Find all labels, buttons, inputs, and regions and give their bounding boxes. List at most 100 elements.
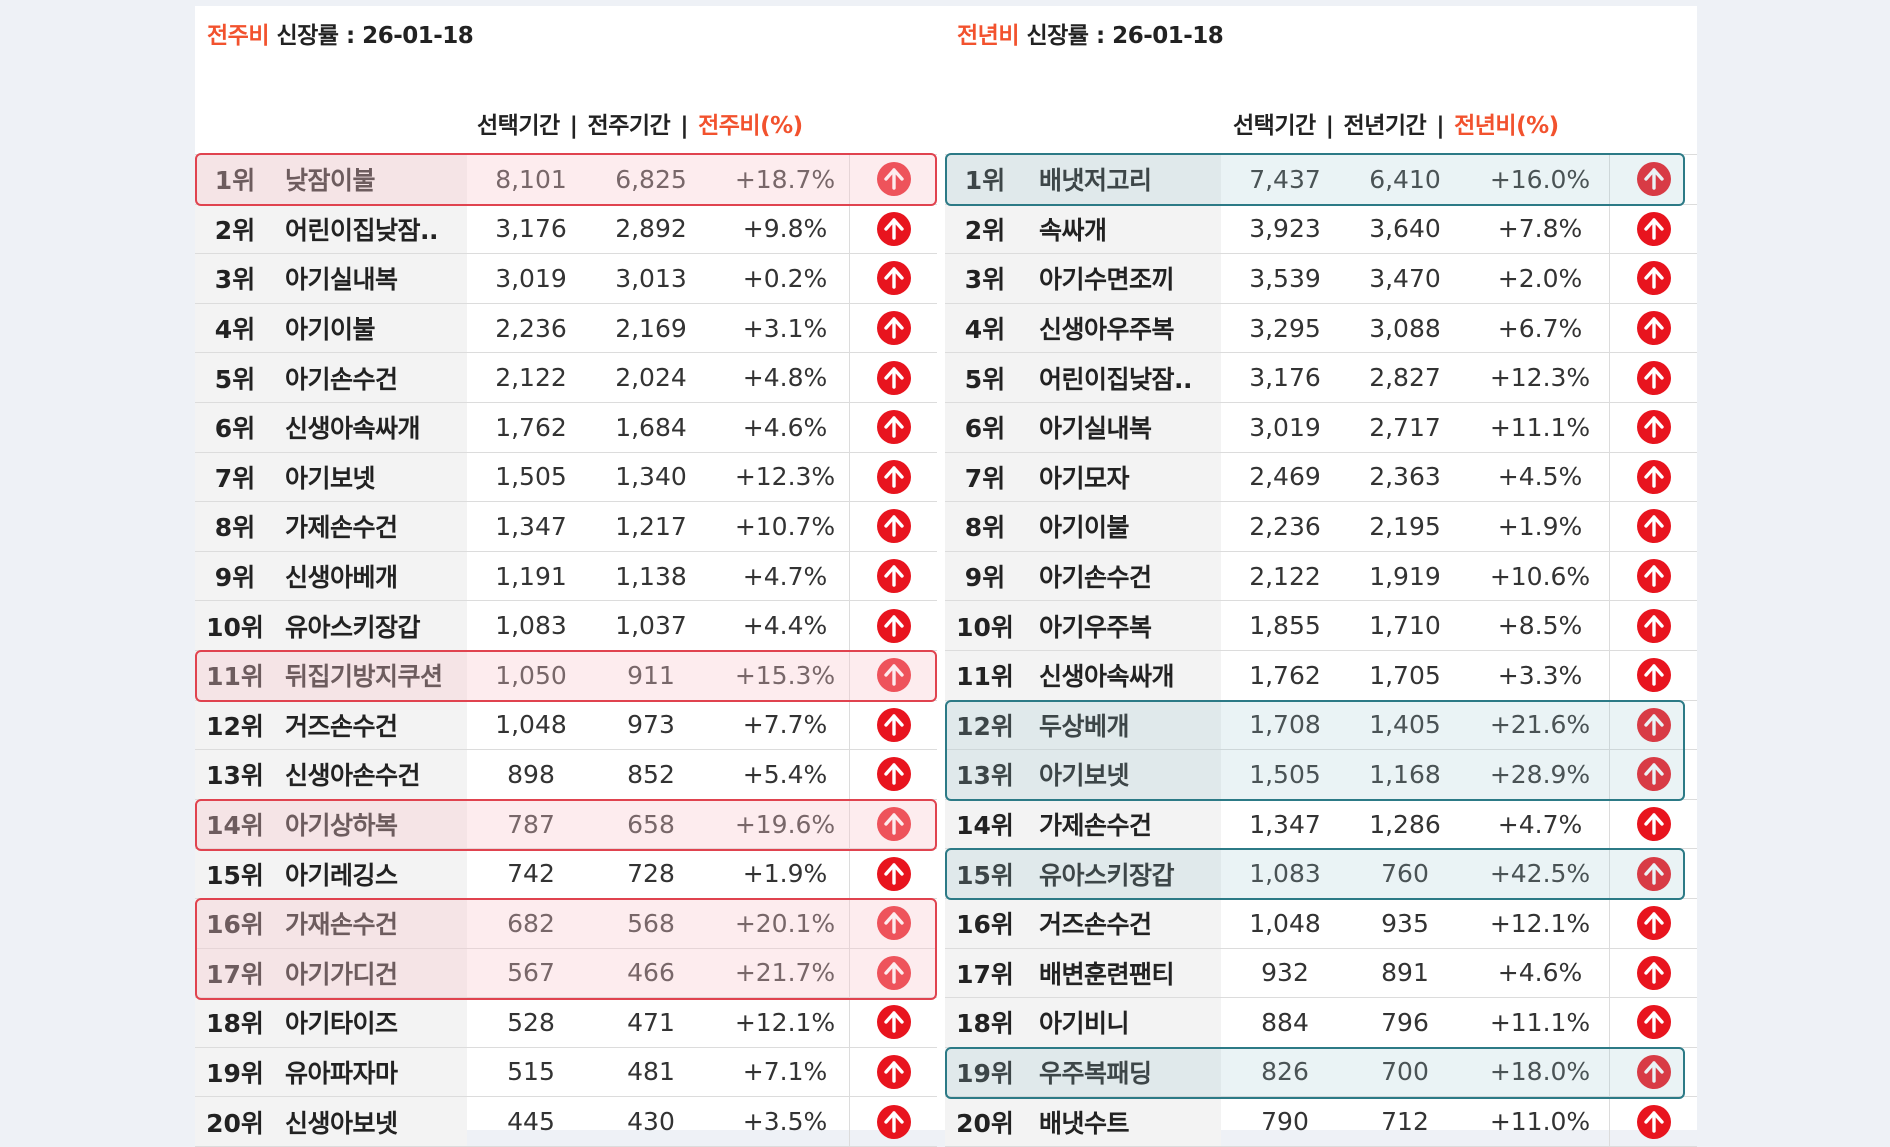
table-row[interactable]: 11위 신생아속싸개 1,762 1,705 +3.3% — [945, 650, 1697, 701]
table-row[interactable]: 19위 우주복패딩 826 700 +18.0% — [945, 1047, 1697, 1098]
table-row[interactable]: 10위 아기우주복 1,855 1,710 +8.5% — [945, 601, 1697, 651]
previous-period-value: 466 — [627, 958, 675, 988]
table-row[interactable]: 4위 신생아우주복 3,295 3,088 +6.7% — [945, 303, 1697, 354]
table-row[interactable]: 6위 아기실내복 3,019 2,717 +11.1% — [945, 402, 1697, 453]
table-row[interactable]: 19위 유아파자마 515 481 +7.1% — [195, 1047, 937, 1098]
up-arrow-icon — [877, 707, 911, 742]
change-percent: +19.6% — [734, 809, 836, 839]
change-percent: +11.0% — [1489, 1107, 1591, 1137]
selected-period-value: 884 — [1261, 1007, 1309, 1037]
up-arrow-icon — [1637, 559, 1671, 594]
selected-period-value: 742 — [507, 859, 555, 889]
row-label-background — [195, 650, 467, 700]
header-previous-period: 전주기간 — [587, 113, 671, 139]
selected-period-value: 1,347 — [495, 511, 567, 541]
row-label-background — [945, 254, 1221, 303]
rank: 19위 — [206, 1058, 264, 1088]
up-arrow-icon — [877, 856, 911, 891]
table-row[interactable]: 1위 낮잠이불 8,101 6,825 +18.7% — [195, 154, 937, 205]
previous-period-value: 3,640 — [1369, 214, 1441, 244]
table-row[interactable]: 1위 배냇저고리 7,437 6,410 +16.0% — [945, 154, 1697, 205]
table-row[interactable]: 14위 아기상하복 787 658 +19.6% — [195, 799, 937, 850]
row-label-background — [195, 700, 467, 750]
change-percent: +7.7% — [742, 710, 828, 740]
trend-cell — [849, 402, 938, 452]
table-row[interactable]: 14위 가제손수건 1,347 1,286 +4.7% — [945, 799, 1697, 850]
previous-period-value: 1,217 — [615, 511, 687, 541]
row-label-background — [195, 601, 467, 650]
trend-cell — [1609, 700, 1698, 750]
table-row[interactable]: 2위 속싸개 3,923 3,640 +7.8% — [945, 204, 1697, 255]
row-label-background — [945, 353, 1221, 402]
header-selected-period: 선택기간 — [1233, 113, 1316, 139]
keyword: 뒤집기방지쿠션 — [285, 662, 443, 692]
table-row[interactable]: 12위 거즈손수건 1,048 973 +7.7% — [195, 700, 937, 751]
table-row[interactable]: 10위 유아스키장갑 1,083 1,037 +4.4% — [195, 601, 937, 651]
table-row[interactable]: 13위 신생아손수건 898 852 +5.4% — [195, 750, 937, 800]
trend-cell — [849, 303, 938, 353]
row-label-background — [945, 452, 1221, 502]
table-row[interactable]: 11위 뒤집기방지쿠션 1,050 911 +15.3% — [195, 650, 937, 701]
table-row[interactable]: 2위 어린이집낮잠.. 3,176 2,892 +9.8% — [195, 204, 937, 255]
selected-period-value: 1,505 — [495, 462, 567, 492]
table-row[interactable]: 9위 아기손수건 2,122 1,919 +10.6% — [945, 551, 1697, 602]
table-row[interactable]: 17위 배변훈련팬티 932 891 +4.6% — [945, 948, 1698, 999]
change-percent: +2.0% — [1497, 263, 1583, 293]
up-arrow-icon — [877, 807, 911, 842]
rank: 1위 — [214, 166, 256, 196]
keyword: 유아스키장갑 — [285, 612, 421, 642]
table-row[interactable]: 15위 아기레깅스 742 728 +1.9% — [195, 849, 937, 899]
table-row[interactable]: 16위 가재손수건 682 568 +20.1% — [195, 898, 937, 949]
up-arrow-icon — [1637, 906, 1671, 941]
rank: 5위 — [214, 364, 256, 394]
rank: 14위 — [206, 811, 264, 841]
table-row[interactable]: 4위 아기이불 2,236 2,169 +3.1% — [195, 303, 938, 354]
table-row[interactable]: 16위 거즈손수건 1,048 935 +12.1% — [945, 898, 1697, 949]
previous-period-value: 2,827 — [1369, 363, 1441, 393]
table-row[interactable]: 8위 아기이불 2,236 2,195 +1.9% — [945, 502, 1697, 552]
table-row[interactable]: 13위 아기보넷 1,505 1,168 +28.9% — [945, 750, 1697, 800]
table-row[interactable]: 18위 아기비니 884 796 +11.1% — [945, 998, 1697, 1048]
table-row[interactable]: 7위 아기보넷 1,505 1,340 +12.3% — [195, 452, 937, 503]
previous-period-value: 3,013 — [615, 263, 687, 293]
rank: 20위 — [956, 1108, 1014, 1138]
keyword: 아기상하복 — [285, 811, 398, 841]
row-label-background — [195, 452, 467, 502]
change-percent: +1.9% — [1497, 511, 1583, 541]
table-row[interactable]: 3위 아기수면조끼 3,539 3,470 +2.0% — [945, 254, 1697, 304]
previous-period-value: 935 — [1381, 908, 1429, 938]
selected-period-value: 3,019 — [495, 263, 567, 293]
table-row[interactable]: 7위 아기모자 2,469 2,363 +4.5% — [945, 452, 1697, 503]
trend-cell — [849, 551, 938, 601]
table-row[interactable]: 17위 아기가디건 567 466 +21.7% — [195, 948, 937, 999]
change-percent: +0.2% — [742, 263, 828, 293]
table-row[interactable]: 6위 신생아속싸개 1,762 1,684 +4.6% — [195, 402, 938, 453]
keyword: 거즈손수건 — [1039, 910, 1152, 940]
trend-cell — [1609, 601, 1698, 650]
up-arrow-icon — [877, 311, 911, 346]
table-row[interactable]: 20위 배냇수트 790 712 +11.0% — [945, 1097, 1697, 1147]
table-row[interactable]: 3위 아기실내복 3,019 3,013 +0.2% — [195, 254, 937, 304]
table-row[interactable]: 15위 유아스키장갑 1,083 760 +42.5% — [945, 849, 1697, 899]
selected-period-value: 826 — [1261, 1057, 1309, 1087]
trend-cell — [849, 155, 938, 204]
up-arrow-icon — [877, 410, 911, 445]
table-row[interactable]: 18위 아기타이즈 528 471 +12.1% — [195, 998, 937, 1048]
table-row[interactable]: 5위 아기손수건 2,122 2,024 +4.8% — [195, 353, 937, 403]
up-arrow-icon — [877, 1054, 911, 1089]
trend-cell — [1609, 948, 1698, 998]
table-row[interactable]: 5위 어린이집낮잠.. 3,176 2,827 +12.3% — [945, 353, 1697, 403]
table-row[interactable]: 9위 신생아베개 1,191 1,138 +4.7% — [195, 551, 938, 602]
rank: 10위 — [206, 612, 264, 642]
keyword: 가제손수건 — [285, 513, 398, 543]
change-percent: +12.1% — [1489, 908, 1591, 938]
table-row[interactable]: 8위 가제손수건 1,347 1,217 +10.7% — [195, 502, 937, 552]
selected-period-value: 3,176 — [1249, 363, 1321, 393]
change-percent: +11.1% — [1489, 412, 1591, 442]
table-row[interactable]: 20위 신생아보넷 445 430 +3.5% — [195, 1097, 937, 1147]
keyword: 아기실내복 — [285, 265, 398, 295]
table-row[interactable]: 12위 두상베개 1,708 1,405 +21.6% — [945, 700, 1698, 751]
keyword: 어린이집낮잠.. — [1039, 364, 1193, 394]
selected-period-value: 1,762 — [495, 412, 567, 442]
trend-cell — [1609, 254, 1698, 303]
